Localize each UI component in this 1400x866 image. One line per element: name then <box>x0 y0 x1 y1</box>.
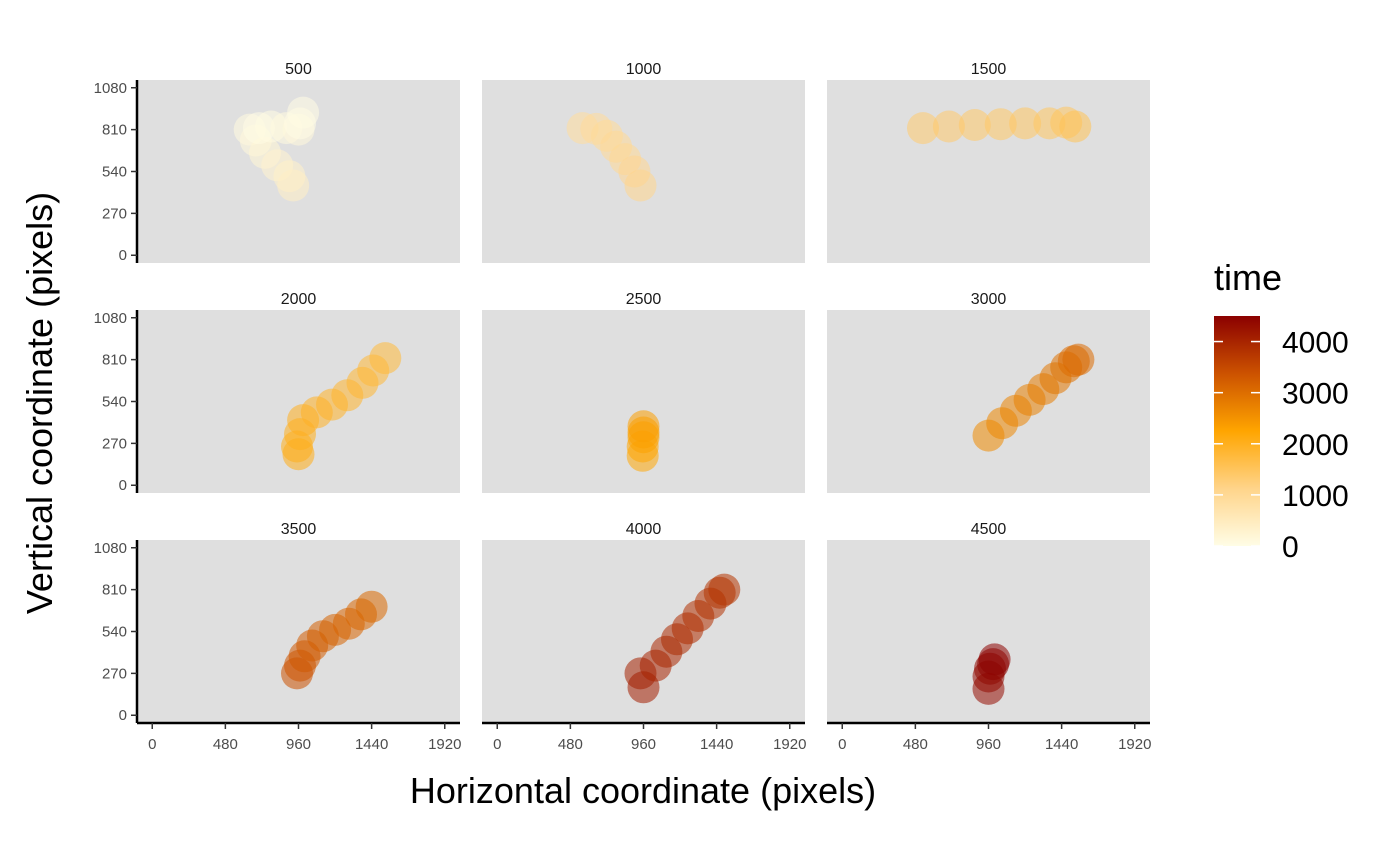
data-point <box>277 169 310 202</box>
data-point <box>1062 343 1095 376</box>
facet-panel: 500 <box>137 61 460 263</box>
x-tick-label: 960 <box>286 736 311 753</box>
data-point <box>627 410 660 443</box>
facet-title: 3500 <box>281 521 317 538</box>
x-tick-label: 960 <box>976 736 1001 753</box>
facet-title: 500 <box>285 61 312 78</box>
legend-label: 2000 <box>1282 429 1349 462</box>
data-point <box>932 110 965 143</box>
x-tick-label: 1440 <box>700 736 733 753</box>
data-point <box>978 643 1011 676</box>
facet-panel: 3500 <box>137 521 460 723</box>
data-point <box>624 169 657 202</box>
legend-label: 3000 <box>1282 378 1349 411</box>
y-tick-label: 540 <box>102 164 127 181</box>
x-tick-label: 1920 <box>773 736 806 753</box>
legend-title: time <box>1214 257 1282 298</box>
facet-title: 2000 <box>281 291 317 308</box>
facet-title: 3000 <box>971 291 1007 308</box>
data-point <box>1059 110 1092 143</box>
x-tick-label: 1440 <box>355 736 388 753</box>
panel-background <box>827 80 1150 263</box>
x-tick-label: 480 <box>213 736 238 753</box>
data-point <box>958 109 991 141</box>
data-point <box>984 108 1017 141</box>
facet-panel: 3000 <box>827 291 1150 493</box>
facet-panel: 2000 <box>137 291 460 493</box>
y-tick-label: 0 <box>119 477 127 494</box>
y-tick-label: 1080 <box>94 310 127 327</box>
facet-panels: 500 1000 1500 2000 2500 3000 3500 4000 4500 <box>137 61 1150 723</box>
x-tick-label: 0 <box>838 736 846 753</box>
facet-title: 1500 <box>971 61 1007 78</box>
y-tick-label: 1080 <box>94 540 127 557</box>
x-tick-label: 480 <box>558 736 583 753</box>
data-point <box>355 590 388 623</box>
panel-background <box>827 310 1150 493</box>
x-tick-label: 960 <box>631 736 656 753</box>
legend-label: 1000 <box>1282 480 1349 513</box>
y-tick-label: 540 <box>102 624 127 641</box>
facet-panel: 4500 <box>827 521 1150 723</box>
data-point <box>907 112 939 145</box>
y-tick-label: 270 <box>102 205 127 222</box>
y-tick-label: 540 <box>102 394 127 411</box>
x-tick-label: 1920 <box>1118 736 1151 753</box>
data-point <box>287 96 320 129</box>
y-tick-label: 270 <box>102 435 127 452</box>
facet-panel: 2500 <box>482 291 805 493</box>
data-point <box>1009 107 1042 140</box>
facet-title: 1000 <box>626 61 662 78</box>
axes: 0 270 540 810 1080 0 270 540 810 1080 0 270 540 810 10… <box>94 80 1152 753</box>
y-tick-label: 810 <box>102 122 127 139</box>
color-legend: time 0 1000 2000 3000 4000 <box>1214 257 1349 564</box>
legend-label: 4000 <box>1282 327 1349 360</box>
legend-color-bar <box>1214 316 1260 546</box>
y-tick-label: 1080 <box>94 80 127 97</box>
y-axis-title: Vertical coordinate (pixels) <box>19 192 60 614</box>
facet-panel: 4000 <box>482 521 805 723</box>
data-point <box>708 573 741 606</box>
y-tick-label: 0 <box>119 247 127 264</box>
y-tick-label: 810 <box>102 582 127 599</box>
legend-label: 0 <box>1282 531 1299 564</box>
x-tick-label: 0 <box>493 736 501 753</box>
x-tick-label: 0 <box>148 736 156 753</box>
legend-ticks: 0 1000 2000 3000 4000 <box>1214 327 1349 564</box>
facet-panel: 1500 <box>827 61 1150 263</box>
y-tick-label: 0 <box>119 707 127 724</box>
facet-title: 4500 <box>971 521 1007 538</box>
facet-title: 4000 <box>626 521 662 538</box>
x-tick-label: 480 <box>903 736 928 753</box>
facet-panel: 1000 <box>482 61 805 263</box>
x-axis-title: Horizontal coordinate (pixels) <box>410 770 876 811</box>
facet-title: 2500 <box>626 291 662 308</box>
y-tick-label: 810 <box>102 352 127 369</box>
panel-background <box>137 540 460 723</box>
x-tick-label: 1440 <box>1045 736 1078 753</box>
y-tick-label: 270 <box>102 665 127 682</box>
x-tick-label: 1920 <box>428 736 461 753</box>
data-point <box>369 342 402 375</box>
